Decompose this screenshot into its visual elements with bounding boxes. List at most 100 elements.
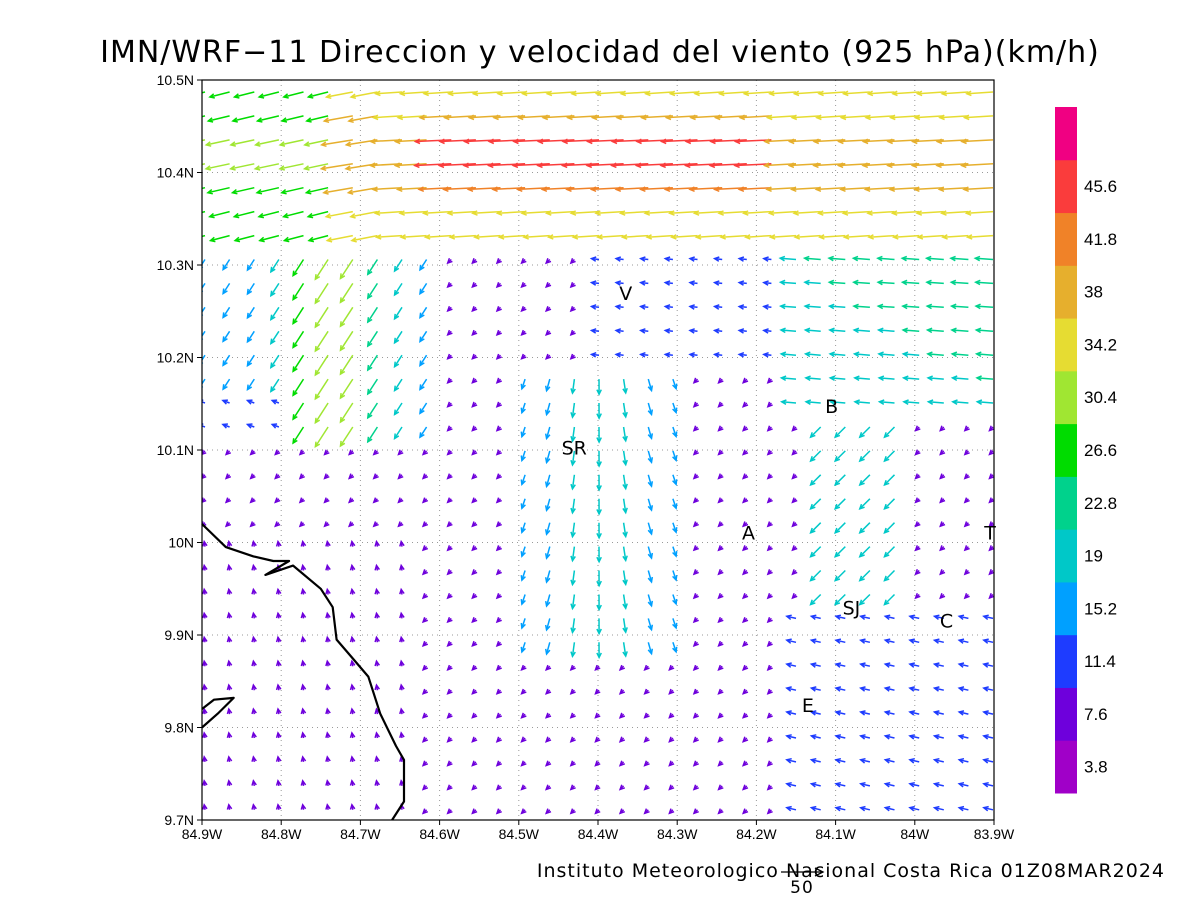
wind-arrow bbox=[495, 808, 502, 815]
colorbar-swatch bbox=[1055, 687, 1077, 741]
wind-arrow bbox=[512, 138, 550, 145]
wind-arrow bbox=[544, 378, 551, 393]
wind-arrow bbox=[618, 760, 626, 767]
wind-arrow bbox=[471, 545, 478, 552]
wind-arrow bbox=[544, 808, 552, 815]
wind-arrow bbox=[393, 426, 403, 440]
wind-arrow bbox=[717, 569, 724, 576]
wind-arrow bbox=[926, 351, 944, 358]
wind-arrow bbox=[842, 234, 870, 240]
wind-arrow bbox=[914, 593, 921, 600]
wind-arrow bbox=[569, 808, 576, 815]
wind-arrow bbox=[202, 399, 206, 404]
wind-arrow bbox=[520, 522, 526, 534]
wind-arrow bbox=[569, 664, 576, 672]
wind-arrow bbox=[803, 303, 821, 310]
wind-arrow bbox=[778, 255, 797, 262]
wind-arrow bbox=[230, 186, 255, 195]
wind-arrow bbox=[560, 162, 600, 169]
location-label: A bbox=[742, 523, 755, 545]
wind-arrow bbox=[202, 259, 206, 269]
wind-arrow bbox=[374, 659, 381, 667]
wind-arrow bbox=[269, 259, 280, 274]
wind-arrow bbox=[717, 521, 724, 528]
wind-arrow bbox=[932, 710, 944, 716]
wind-arrow bbox=[647, 474, 654, 488]
wind-arrow bbox=[393, 354, 403, 369]
wind-arrow bbox=[319, 139, 353, 148]
x-tick-label: 84.3W bbox=[657, 826, 698, 842]
colorbar-label: 34.2 bbox=[1084, 335, 1117, 354]
wind-arrow bbox=[883, 734, 895, 740]
wind-arrow bbox=[255, 186, 280, 195]
wind-arrow bbox=[939, 545, 946, 552]
wind-arrow bbox=[570, 426, 576, 443]
wind-arrow bbox=[274, 497, 281, 504]
wind-arrow bbox=[639, 304, 649, 310]
wind-arrow bbox=[791, 593, 798, 600]
wind-arrow bbox=[803, 351, 821, 358]
wind-arrow bbox=[839, 114, 870, 121]
y-tick-label: 10.3N bbox=[157, 257, 194, 273]
wind-arrow bbox=[349, 755, 356, 763]
wind-arrow bbox=[883, 805, 895, 812]
wind-arrow bbox=[520, 642, 526, 654]
wind-arrow bbox=[269, 330, 280, 345]
wind-arrow bbox=[717, 90, 747, 97]
wind-arrow bbox=[622, 450, 628, 467]
wind-arrow bbox=[876, 255, 895, 262]
wind-arrow bbox=[446, 425, 453, 432]
wind-arrow bbox=[471, 736, 478, 743]
wind-arrow bbox=[692, 688, 699, 695]
wind-arrow bbox=[596, 618, 602, 636]
wind-arrow bbox=[228, 163, 255, 171]
wind-arrow bbox=[737, 280, 747, 286]
wind-arrow bbox=[471, 425, 478, 432]
wind-arrow bbox=[622, 426, 628, 443]
wind-arrow bbox=[471, 449, 478, 456]
wind-arrow bbox=[663, 256, 673, 262]
wind-arrow bbox=[638, 351, 649, 358]
wind-arrow bbox=[594, 664, 601, 672]
wind-arrow bbox=[371, 114, 403, 121]
wind-arrow bbox=[275, 683, 282, 691]
wind-arrow bbox=[663, 280, 673, 286]
wind-arrow bbox=[300, 587, 307, 595]
wind-arrow bbox=[965, 90, 994, 97]
wind-arrow bbox=[982, 757, 994, 764]
wind-arrow bbox=[741, 664, 749, 672]
wind-arrow bbox=[325, 611, 331, 619]
wind-arrow bbox=[421, 760, 429, 767]
wind-arrow bbox=[421, 545, 429, 552]
wind-arrow bbox=[249, 449, 256, 456]
wind-arrow bbox=[852, 351, 870, 358]
coastline-main bbox=[201, 523, 406, 821]
wind-arrow bbox=[932, 662, 944, 668]
wind-arrow bbox=[883, 638, 895, 644]
colorbar-label: 11.4 bbox=[1084, 652, 1116, 671]
wind-arrow bbox=[766, 736, 773, 743]
wind-arrow bbox=[372, 521, 379, 528]
wind-arrow bbox=[951, 399, 969, 405]
wind-arrow bbox=[421, 640, 429, 648]
wind-arrow bbox=[768, 234, 797, 240]
colorbar-label: 19 bbox=[1084, 547, 1103, 566]
wind-arrow bbox=[982, 710, 994, 716]
wind-arrow bbox=[908, 686, 920, 692]
wind-arrow bbox=[446, 569, 453, 576]
wind-arrow bbox=[366, 282, 379, 300]
footer-credit: Instituto Meteorologico Nacional Costa R… bbox=[537, 860, 1165, 882]
wind-arrow bbox=[339, 306, 354, 328]
wind-arrow bbox=[717, 784, 724, 791]
wind-arrow bbox=[741, 593, 749, 600]
wind-arrow bbox=[712, 280, 723, 286]
wind-arrow bbox=[292, 378, 305, 397]
wind-arrow bbox=[717, 616, 724, 624]
wind-arrow bbox=[278, 139, 304, 147]
wind-arrow bbox=[569, 688, 576, 695]
wind-arrow bbox=[809, 662, 821, 668]
wind-arrow bbox=[982, 781, 994, 788]
wind-arrow bbox=[522, 234, 550, 240]
wind-arrow bbox=[963, 569, 970, 576]
wind-arrow bbox=[802, 255, 821, 262]
